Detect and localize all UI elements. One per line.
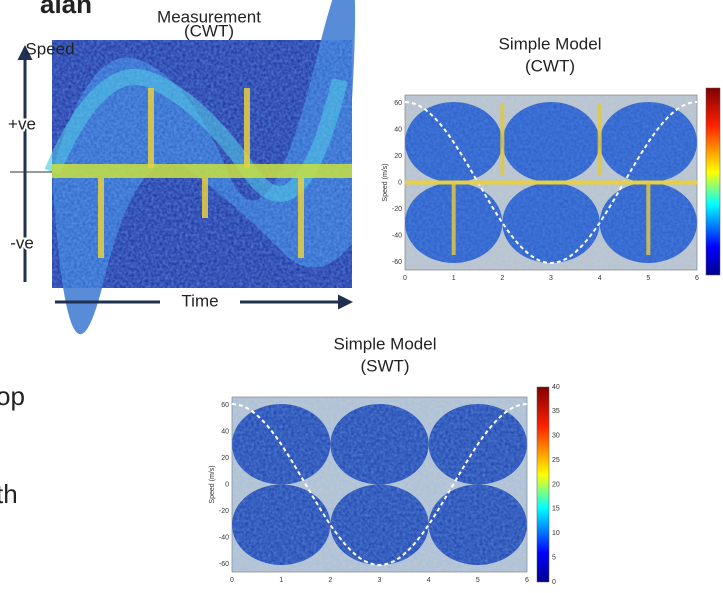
y-tick-label: -20	[392, 206, 402, 213]
x-tick-label: 4	[427, 577, 431, 584]
y-axis-label: Speed (m/s)	[382, 163, 389, 201]
x-tick-label: 3	[549, 275, 553, 282]
model-plot: Simple Model (CWT) 60 40 20 0 -20 -40 -60 0 1 2 3 4 5 6…	[382, 34, 721, 282]
y-tick-label: 20	[221, 455, 229, 462]
y-tick-label: 0	[398, 179, 402, 186]
axis-label: Time	[181, 291, 218, 310]
x-tick-label: 0	[230, 577, 234, 584]
colorbar-tick-label: 25	[552, 457, 560, 464]
colorbar-tick-label: 35	[552, 408, 560, 415]
panel-title: Measurement	[157, 7, 261, 26]
colorbar-tick-label: 0	[552, 579, 556, 586]
axis-label: -ve	[10, 233, 34, 252]
panel-title: (CWT)	[184, 21, 234, 40]
y-tick-label: 60	[394, 100, 402, 107]
panel-title: (CWT)	[525, 56, 575, 75]
x-tick-label: 5	[476, 577, 480, 584]
measurement-panel: Measurement (CWT) Speed +ve -ve Time	[6, 0, 356, 335]
y-tick-label: 40	[221, 428, 229, 435]
y-tick-label: -40	[219, 534, 229, 541]
axis-label: +ve	[8, 114, 36, 133]
zero-band	[405, 180, 697, 185]
x-tick-label: 1	[279, 577, 283, 584]
x-tick-label: 0	[403, 275, 407, 282]
texture	[232, 397, 527, 572]
y-axis-label: Speed (m/s)	[209, 465, 216, 503]
streak	[646, 182, 651, 255]
x-tick-label: 2	[328, 577, 332, 584]
y-tick-label: 60	[221, 402, 229, 409]
colorbar-tick-label: 5	[552, 554, 556, 561]
x-tick-label: 1	[452, 275, 456, 282]
y-tick-label: -60	[219, 561, 229, 568]
streak	[597, 103, 602, 176]
x-tick-label: 6	[525, 577, 529, 584]
x-tick-label: 6	[695, 275, 699, 282]
body-text: op	[0, 381, 25, 411]
panel-title: Simple Model	[334, 334, 437, 353]
x-tick-label: 4	[598, 275, 602, 282]
slide-title: alan	[40, 0, 92, 19]
colorbar-tick-label: 20	[552, 481, 560, 488]
streak	[451, 182, 456, 255]
panel-title: Simple Model	[499, 34, 602, 53]
panel-title: (SWT)	[360, 356, 409, 375]
colorbar-tick-label: 10	[552, 530, 560, 537]
colorbar-tick-label: 15	[552, 506, 560, 513]
colorbar	[536, 386, 550, 583]
y-tick-label: -60	[392, 259, 402, 266]
envelope	[231, 403, 528, 567]
y-tick-label: 40	[394, 126, 402, 133]
colorbar-tick-label: 30	[552, 433, 560, 440]
envelope	[404, 101, 698, 265]
y-tick-label: -20	[219, 508, 229, 515]
y-tick-label: -40	[392, 232, 402, 239]
streaks	[98, 88, 304, 258]
zero-band	[52, 164, 352, 178]
x-tick-label: 2	[500, 275, 504, 282]
colorbar-tick-label: 40	[552, 384, 560, 391]
body-text: th	[0, 479, 18, 509]
axis-label: Speed	[25, 39, 74, 58]
streak	[500, 103, 505, 176]
colorbar	[705, 87, 721, 276]
y-tick-label: 20	[394, 153, 402, 160]
x-tick-label: 5	[646, 275, 650, 282]
x-tick-label: 3	[378, 577, 382, 584]
y-tick-label: 0	[225, 481, 229, 488]
